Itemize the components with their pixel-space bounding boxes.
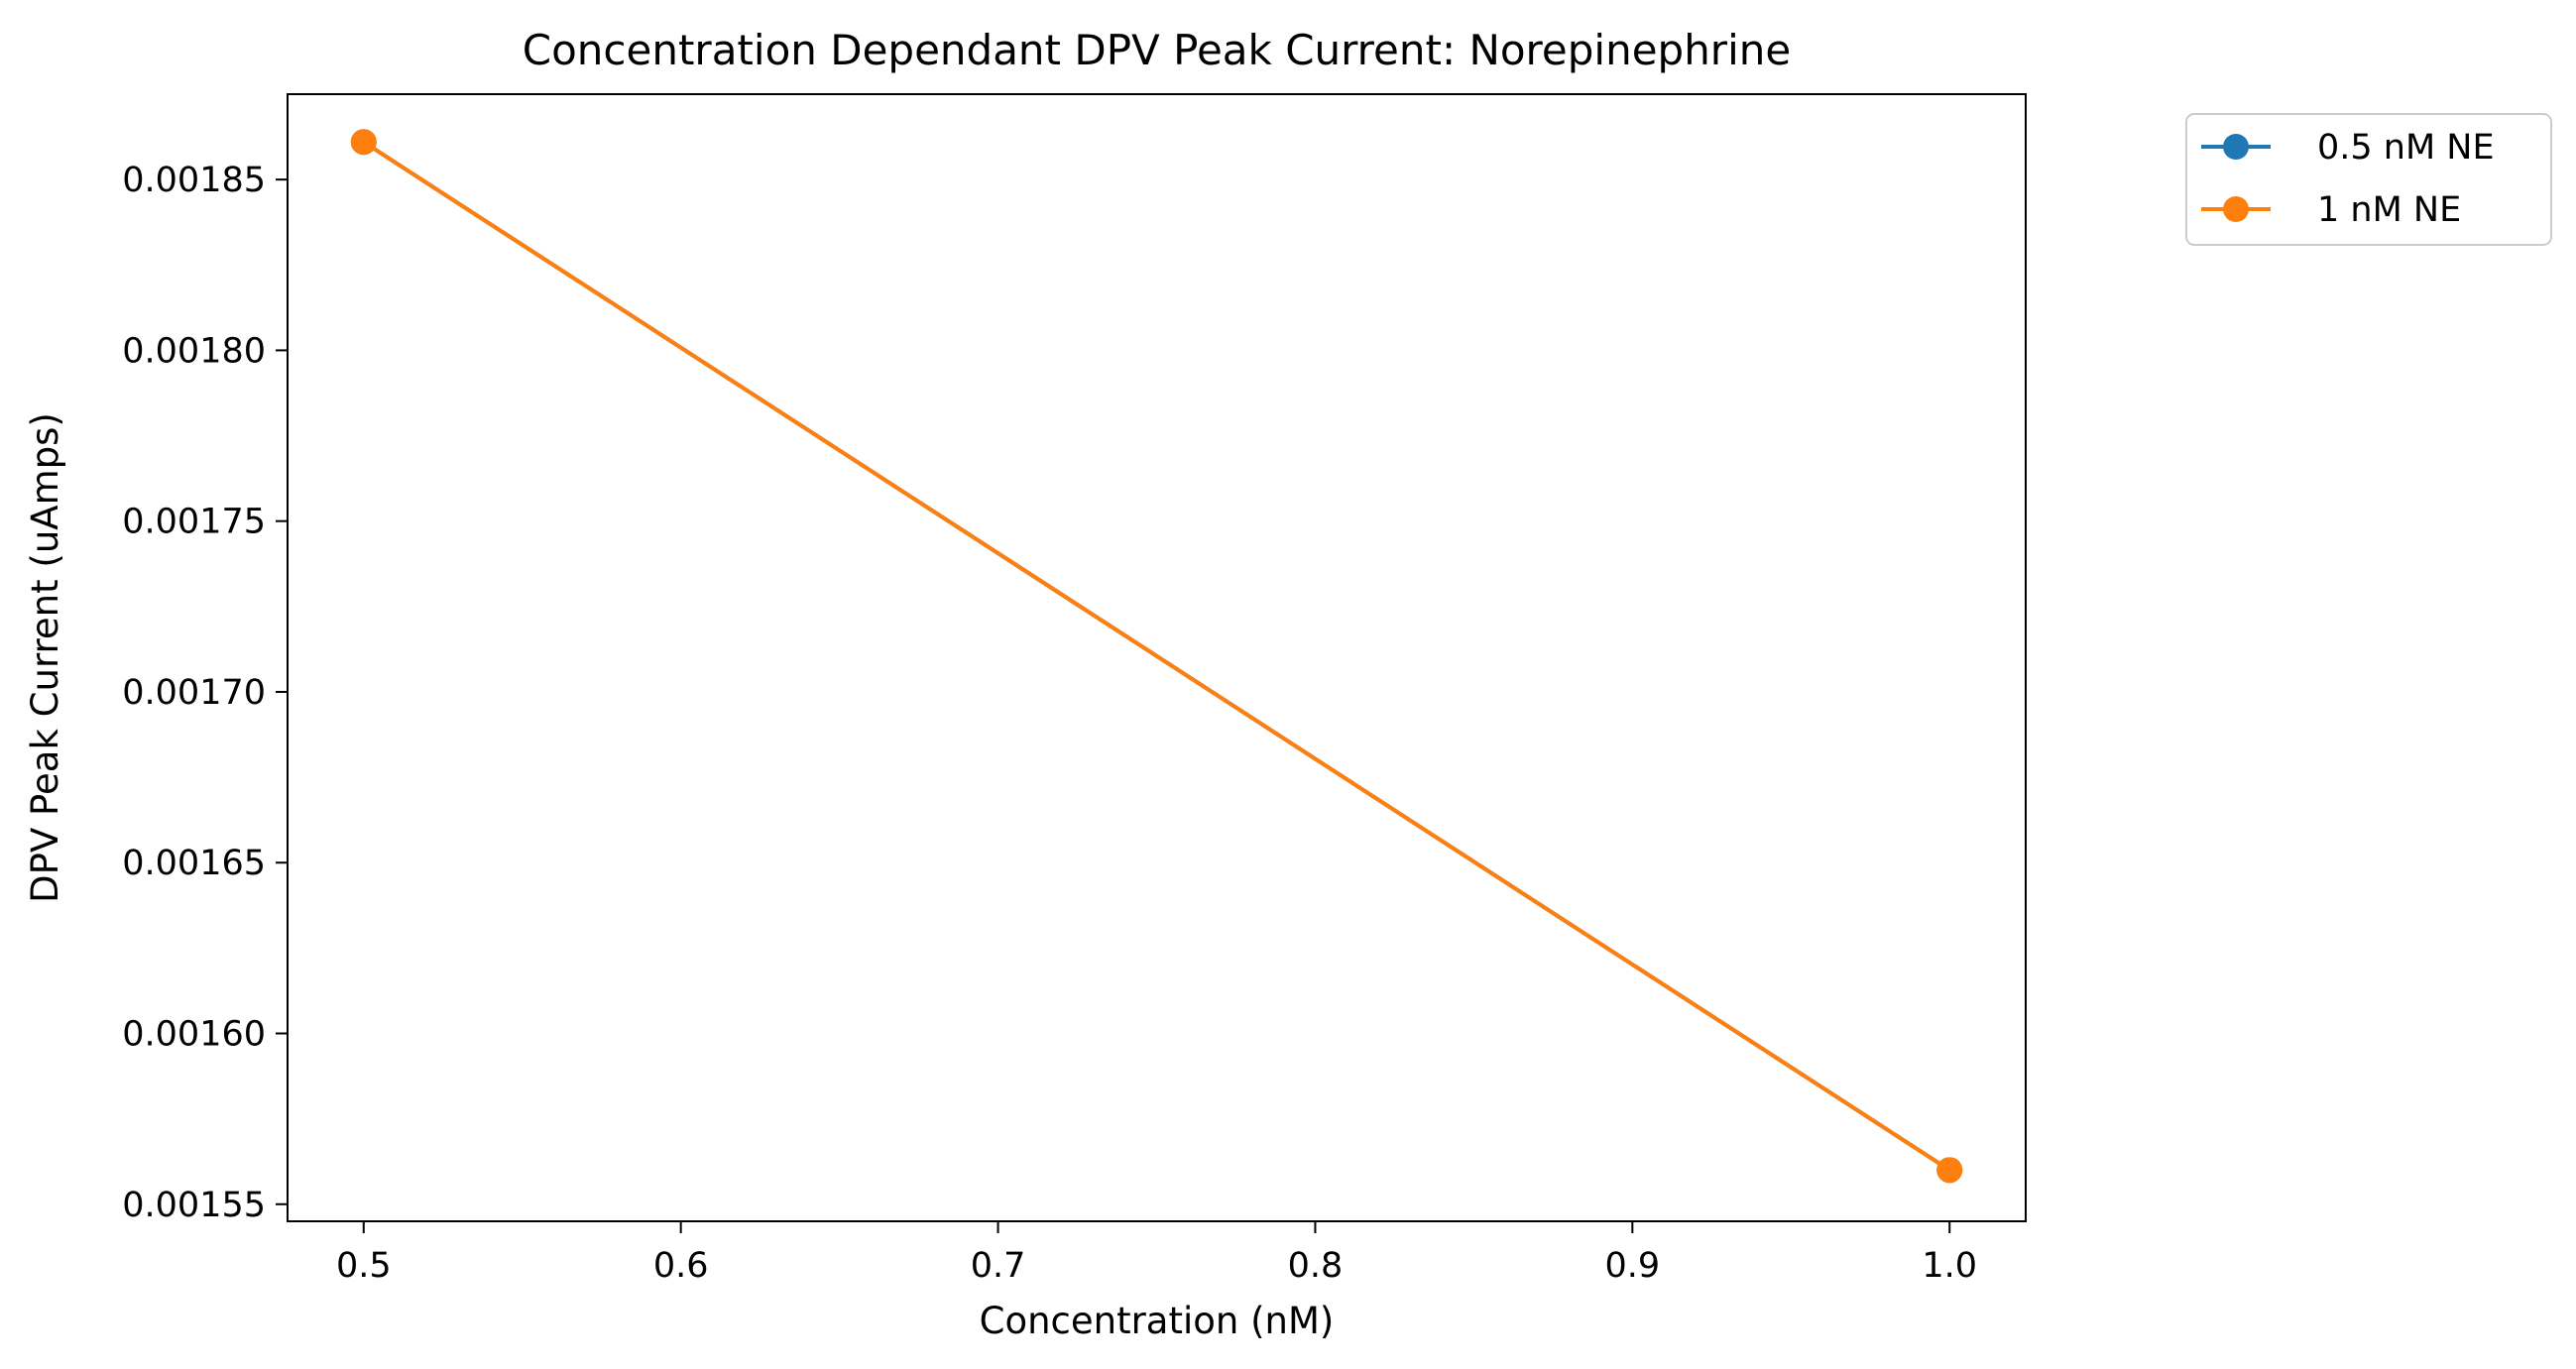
y-axis-label: DPV Peak Current (uAmps) (24, 412, 66, 903)
y-tick-label: 0.00175 (122, 503, 266, 542)
plot-frame (287, 93, 2027, 1222)
y-tick-label: 0.00180 (122, 331, 266, 371)
legend-entry: 0.5 nM NE (2317, 128, 2495, 168)
chart-title: Concentration Dependant DPV Peak Current… (523, 26, 1791, 74)
legend-entry: 1 nM NE (2317, 190, 2461, 230)
legend-marker (2223, 134, 2249, 160)
data-point (350, 129, 377, 156)
data-point (1936, 1157, 1963, 1184)
legend-box (2185, 113, 2552, 246)
y-tick-label: 0.00155 (122, 1186, 266, 1225)
y-tick-label: 0.00165 (122, 844, 266, 883)
x-axis-label: Concentration (nM) (980, 1300, 1335, 1342)
x-tick-label: 1.0 (1922, 1246, 1977, 1286)
x-tick-label: 0.9 (1604, 1246, 1660, 1286)
x-tick-label: 0.6 (653, 1246, 709, 1286)
x-tick-label: 0.5 (336, 1246, 392, 1286)
y-tick-label: 0.00160 (122, 1015, 266, 1055)
y-tick-label: 0.00185 (122, 161, 266, 200)
series-line (361, 140, 1952, 1173)
legend-marker (2223, 196, 2249, 222)
x-tick-label: 0.8 (1288, 1246, 1344, 1286)
y-tick-label: 0.00170 (122, 673, 266, 713)
x-tick-label: 0.7 (971, 1246, 1026, 1286)
